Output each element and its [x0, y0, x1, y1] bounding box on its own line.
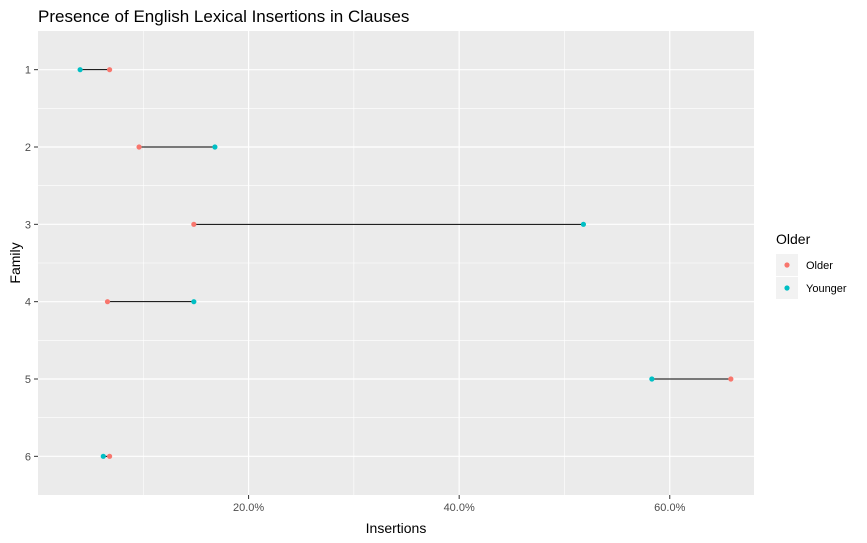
x-axis-title: Insertions — [366, 520, 427, 536]
y-axis-ticks: 1 2 3 4 5 6 — [25, 65, 38, 463]
y-axis-title: Family — [7, 242, 23, 283]
chart-title: Presence of English Lexical Insertions i… — [38, 7, 409, 26]
y-tick-label: 3 — [25, 219, 31, 231]
point-younger-family-6 — [100, 453, 106, 459]
point-younger-family-2 — [212, 144, 218, 150]
legend-swatch-older — [784, 262, 790, 268]
y-tick-label: 2 — [25, 142, 31, 154]
y-tick-label: 6 — [25, 451, 31, 463]
legend-title: Older — [776, 231, 811, 247]
point-older-family-2 — [136, 144, 142, 150]
legend-swatch-younger — [784, 285, 790, 291]
y-tick-label: 5 — [25, 374, 31, 386]
point-younger-family-4 — [191, 299, 197, 305]
data-points — [77, 67, 734, 459]
x-tick-label: 60.0% — [654, 502, 685, 514]
dumbbell-segments — [80, 69, 731, 457]
x-axis-ticks: 20.0% 40.0% 60.0% — [233, 495, 686, 514]
y-tick-label: 4 — [25, 297, 31, 309]
point-older-family-6 — [107, 453, 113, 459]
point-older-family-5 — [728, 376, 734, 382]
legend: Older Older Younger — [776, 231, 847, 299]
point-older-family-4 — [104, 299, 111, 305]
point-older-family-3 — [191, 221, 197, 227]
point-younger-family-1 — [77, 67, 83, 73]
x-tick-label: 20.0% — [233, 502, 264, 514]
legend-label-younger: Younger — [806, 283, 847, 295]
point-younger-family-3 — [580, 221, 587, 227]
legend-label-older: Older — [806, 260, 833, 272]
y-tick-label: 1 — [25, 65, 31, 77]
point-younger-family-5 — [649, 376, 655, 382]
x-tick-label: 40.0% — [444, 502, 475, 514]
point-older-family-1 — [107, 67, 113, 73]
